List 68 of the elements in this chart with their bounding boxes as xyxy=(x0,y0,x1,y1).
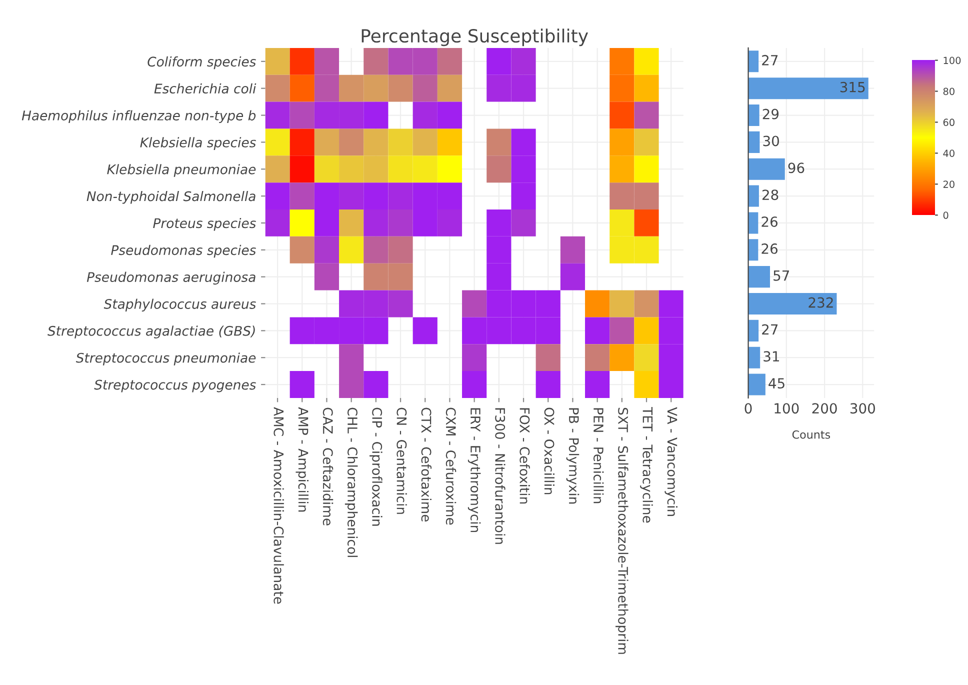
data-label: 27 xyxy=(762,324,778,335)
bar xyxy=(748,346,760,368)
y-tick-label: Streptococcus pneumoniae xyxy=(76,352,256,366)
x-tick-label: 0 xyxy=(744,403,752,414)
color-bar-label: 60 xyxy=(943,118,954,126)
x-tick-label: CTX - Cefotaxime xyxy=(421,408,432,522)
bar xyxy=(748,131,760,153)
data-label: 45 xyxy=(768,378,784,389)
x-axis-title: Counts xyxy=(792,430,830,439)
x-tick-label: F300 - Nitrofurantoin xyxy=(495,408,506,544)
y-tick-label: Streptococcus agalactiae (GBS) xyxy=(48,326,255,338)
data-label: 315 xyxy=(840,82,865,92)
bar xyxy=(748,374,766,396)
bar xyxy=(748,266,770,288)
bar xyxy=(748,320,759,342)
x-tick-label: OX - Oxacillin xyxy=(544,408,554,494)
y-tick-label: Streptococcus pyogenes xyxy=(94,380,256,392)
color-bar-label: 0 xyxy=(943,212,948,219)
x-tick-label: CXM - Cefuroxime xyxy=(446,408,456,525)
x-tick-label: 100 xyxy=(774,403,799,414)
data-label: 31 xyxy=(764,351,779,362)
x-tick-label: FOX - Cefoxitin xyxy=(520,408,530,504)
y-tick-label: Haemophilus influenzae non-type b xyxy=(22,110,256,124)
data-label: 57 xyxy=(774,270,790,281)
chart-title: Percentage Susceptibility xyxy=(362,28,588,46)
x-tick-label: PB - Polymyxin xyxy=(566,408,580,504)
x-tick-label: 300 xyxy=(850,403,875,414)
bar xyxy=(748,50,759,72)
color-bar-label: 40 xyxy=(943,150,954,157)
x-tick-label: SXT - Sulfamethoxazole-Trimethoprim xyxy=(616,408,628,654)
x-tick-label: CIP - Ciprofloxacin xyxy=(370,408,382,526)
y-tick-label: Escherichia coli xyxy=(154,83,256,94)
y-tick-label: Pseudomonas aeruginosa xyxy=(86,272,256,285)
x-tick-label: AMC - Amoxicillin-Clavulanate xyxy=(274,407,284,604)
color-bar-label: 100 xyxy=(944,56,961,64)
x-tick-label: 200 xyxy=(812,403,837,414)
bar xyxy=(748,104,760,126)
color-bar-label: 80 xyxy=(943,88,954,96)
bar xyxy=(748,185,759,207)
x-tick-label: CHL - Chloramphenicol xyxy=(344,408,358,557)
y-tick-label: Pseudomonas species xyxy=(111,244,256,258)
y-tick-label: Klebsiella species xyxy=(140,137,256,150)
y-tick-label: Proteus species xyxy=(153,218,256,231)
bar xyxy=(748,292,837,315)
y-tick-label: Staphylococcus aureus xyxy=(104,298,256,312)
x-tick-label: ERY - Erythromycin xyxy=(468,408,481,532)
bar xyxy=(748,78,868,100)
x-tick-label: PEN - Penicillin xyxy=(593,408,604,504)
data-label: 26 xyxy=(762,216,778,227)
bar xyxy=(748,212,758,234)
color-bar-label: 20 xyxy=(943,180,954,188)
x-tick-label: AMP - Ampicillin xyxy=(296,407,309,512)
data-label: 28 xyxy=(762,190,778,200)
bar xyxy=(748,239,758,261)
x-tick-label: CN - Gentamicin xyxy=(396,408,407,514)
bar xyxy=(748,158,785,180)
x-tick-label: CAZ - Ceftazidime xyxy=(322,408,334,526)
data-label: 232 xyxy=(808,297,833,308)
data-label: 27 xyxy=(762,54,778,66)
y-tick-label: Coliform species xyxy=(148,56,256,70)
data-label: 96 xyxy=(788,162,804,174)
y-tick-label: Klebsiella pneumoniae xyxy=(107,164,256,177)
data-label: 29 xyxy=(762,108,779,120)
data-label: 26 xyxy=(762,243,778,254)
x-tick-label: TET - Tetracycline xyxy=(640,406,653,523)
y-tick-label: Non-typhoidal Salmonella xyxy=(86,191,256,204)
data-label: 30 xyxy=(763,136,779,146)
x-tick-label: VA - Vancomycin xyxy=(664,407,678,516)
